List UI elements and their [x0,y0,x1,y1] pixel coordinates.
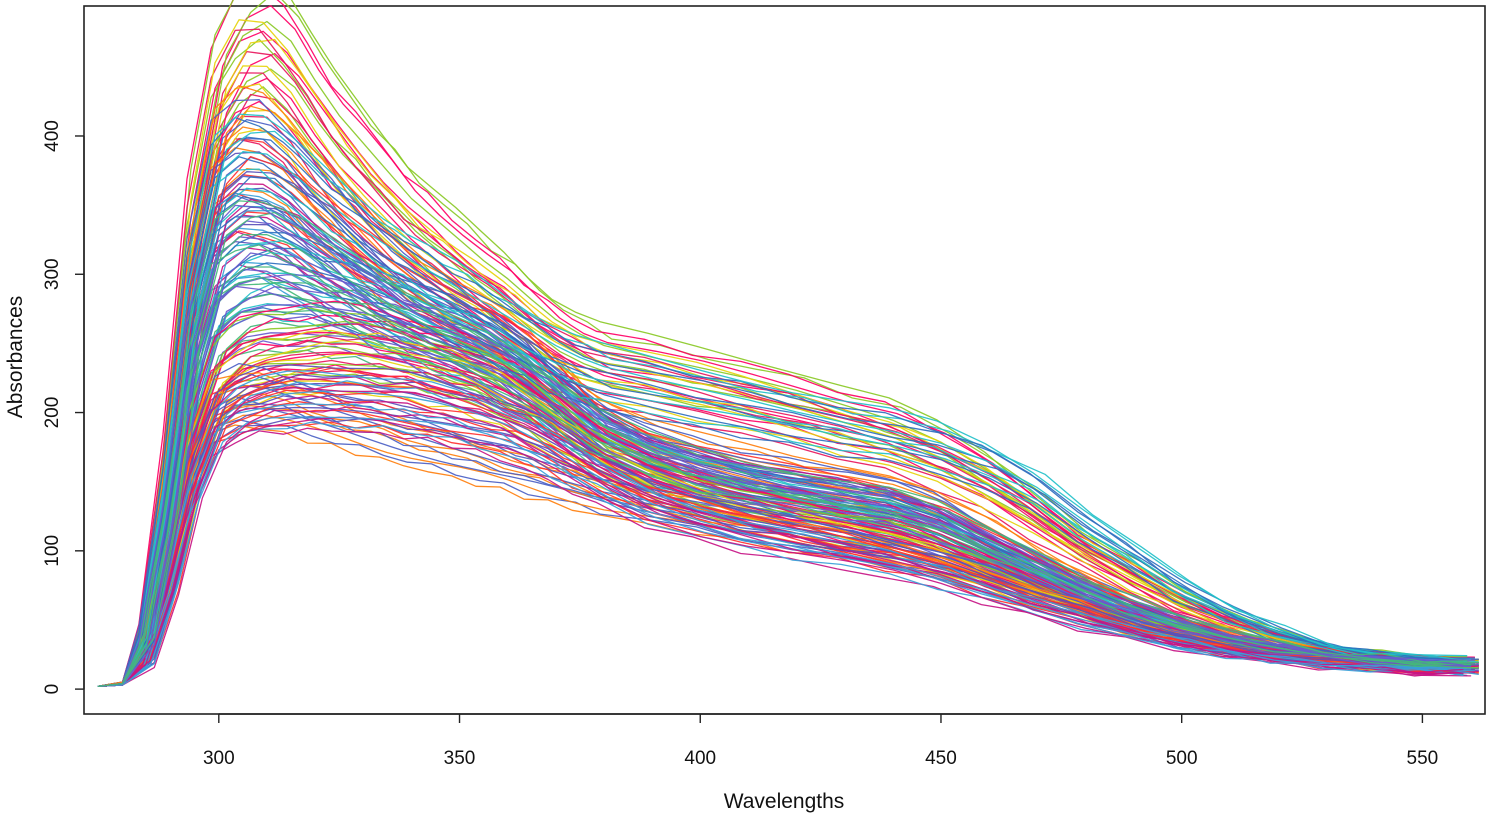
series-line [97,0,1479,687]
series-line [97,72,1468,687]
series-line [97,364,1468,687]
x-tick-label: 400 [684,748,716,769]
series-line [97,252,1479,687]
series-line [97,285,1464,687]
series-line [97,223,1472,687]
x-axis-title: Wavelengths [724,790,845,813]
series-line [97,77,1472,687]
series-line [97,65,1472,687]
series-line [97,116,1464,687]
series-layer [97,0,1479,687]
series-line [97,380,1479,687]
series-line [97,187,1476,687]
series-line [97,216,1464,687]
y-tick-label: 0 [42,684,63,695]
series-line [97,200,1468,687]
x-tick-label: 350 [444,748,476,769]
y-tick-label: 400 [42,120,63,152]
series-line [97,403,1464,687]
x-tick-label: 500 [1166,748,1198,769]
series-line [97,242,1479,687]
series-line [97,427,1464,687]
series-line [97,85,1468,687]
series-line [97,68,1476,687]
series-line [97,244,1464,687]
series-line [97,205,1468,687]
y-axis: 0 100 200 300 400 [42,120,85,695]
series-line [97,100,1464,687]
series-line [97,415,1468,687]
series-line [97,151,1472,687]
series-line [97,19,1468,687]
series-line [97,5,1476,687]
series-line [97,113,1468,687]
x-axis: 300 350 400 450 500 550 [203,713,1439,769]
series-line [97,211,1479,687]
series-line [97,187,1468,687]
series-line [97,204,1464,687]
x-tick-label: 550 [1407,748,1439,769]
series-line [97,115,1472,687]
y-tick-label: 200 [42,397,63,429]
series-line [97,28,1464,687]
y-tick-label: 300 [42,258,63,290]
series-line [97,268,1472,687]
series-line [97,0,1464,687]
series-line [97,233,1472,687]
series-line [97,188,1468,687]
x-tick-label: 300 [203,748,235,769]
series-line [97,176,1479,687]
series-line [97,196,1472,687]
series-line [97,362,1468,687]
series-line [97,136,1476,687]
series-line [97,206,1479,687]
y-tick-label: 100 [42,535,63,567]
x-tick-label: 450 [925,748,957,769]
series-line [97,126,1472,687]
series-line [97,370,1468,687]
series-line [97,274,1468,687]
series-line [97,390,1472,687]
y-axis-title: Absorbances [4,296,27,419]
series-line [97,168,1464,687]
series-line [97,130,1479,687]
series-line [97,375,1464,687]
